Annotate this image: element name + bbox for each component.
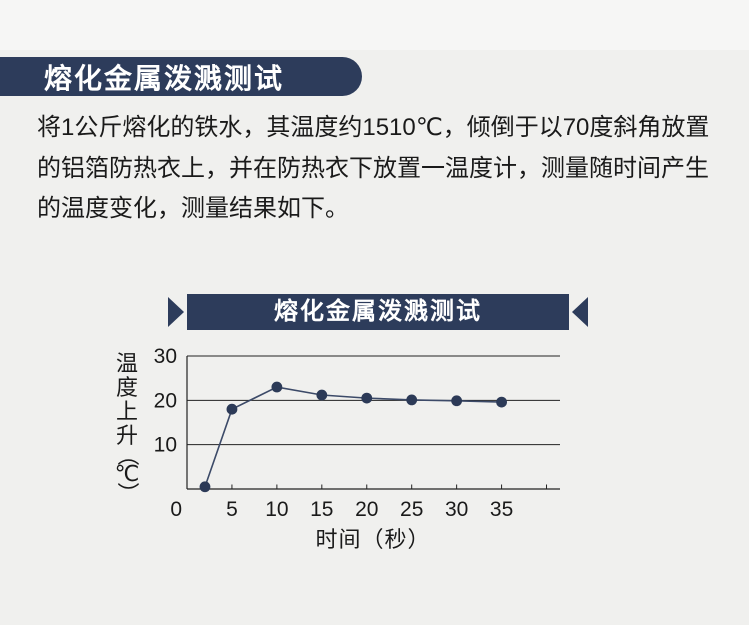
temperature-line-chart: 10 20 30 0 5 10 15 20 25 30 35 (154, 348, 560, 521)
y-tick-label: 10 (154, 434, 177, 457)
y-axis-title-char: 温 (115, 351, 138, 376)
data-point-marker (226, 403, 238, 415)
chart-title-ribbon: 熔化金属泼溅测试 (168, 294, 588, 330)
y-axis-title-char: 度 (115, 375, 138, 400)
x-tick-label: 25 (400, 498, 423, 521)
y-tick-label: 20 (154, 389, 177, 412)
data-point-marker (451, 395, 463, 407)
x-tick-label: 20 (355, 498, 378, 521)
ribbon-right-pointing-triangle-icon (168, 297, 184, 327)
page-title: 熔化金属泼溅测试 (44, 62, 285, 94)
x-tick-label: 5 (226, 498, 238, 521)
data-point-marker (361, 392, 373, 404)
y-axis-title-char: 上 (115, 399, 138, 424)
chart-title: 熔化金属泼溅测试 (187, 294, 569, 330)
x-tick-label: 10 (265, 498, 288, 521)
data-point-marker (496, 396, 507, 408)
ribbon-left-pointing-triangle-icon (572, 297, 588, 327)
intro-paragraph: 将1公斤熔化的铁水，其温度约1510℃，倾倒于以70度斜角放置 的铝箔防热衣上，… (37, 114, 710, 222)
y-axis-title-char: ℃ (114, 461, 140, 486)
data-point-marker (199, 481, 211, 493)
temperature-series-line (204, 386, 502, 488)
y-axis-title-char: 升 (115, 423, 138, 448)
top-strip (0, 0, 749, 50)
x-tick-label: 15 (310, 498, 333, 521)
x-tick-label: 0 (170, 498, 182, 521)
y-axis-title: 温度上升（℃） (114, 351, 140, 505)
data-point-marker (271, 381, 283, 393)
x-tick-label: 35 (490, 498, 513, 521)
x-tick-label: 30 (445, 498, 468, 521)
data-point-marker (406, 394, 418, 406)
x-axis-title: 时间（秒） (315, 527, 431, 552)
data-point-marker (316, 389, 328, 401)
y-tick-label: 30 (154, 348, 177, 368)
header-banner: 熔化金属泼溅测试 (0, 57, 362, 96)
